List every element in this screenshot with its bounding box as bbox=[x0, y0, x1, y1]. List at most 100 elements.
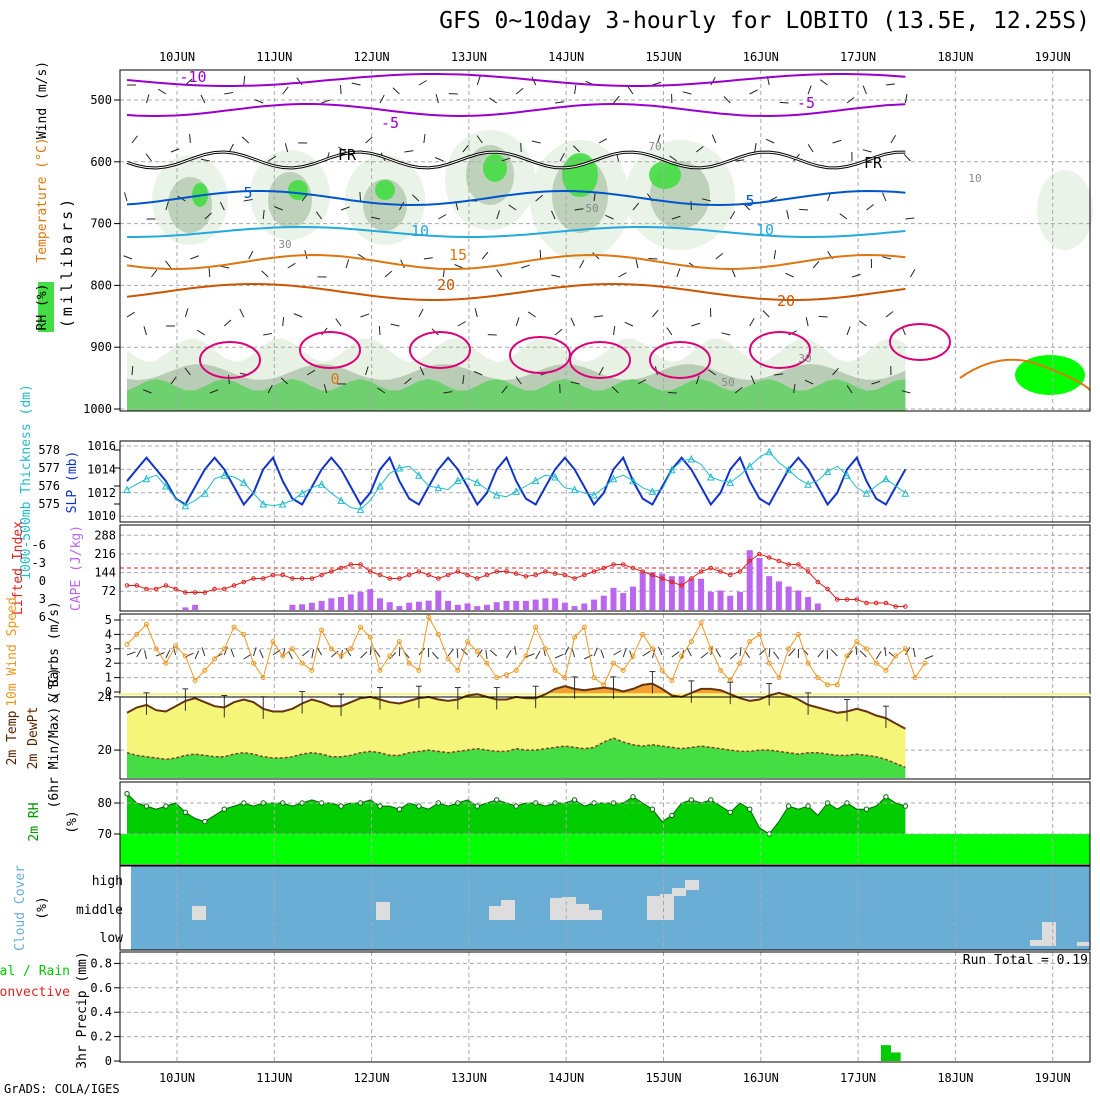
upper-wind-barb bbox=[804, 379, 814, 385]
surface-wind-barb bbox=[485, 650, 488, 660]
wind-speed-point bbox=[153, 646, 159, 652]
upper-wind-barb bbox=[819, 79, 828, 86]
cloud-block bbox=[489, 906, 503, 920]
lifted-index-series bbox=[127, 553, 906, 607]
wind-speed-point bbox=[640, 631, 646, 637]
surface-wind-barb bbox=[201, 647, 206, 657]
thickness-point bbox=[726, 478, 735, 486]
isotherm-label: FR bbox=[338, 146, 357, 164]
upper-wind-barb bbox=[574, 208, 584, 211]
thickness-tick-label: 575 bbox=[38, 497, 60, 511]
wind-speed-point bbox=[328, 646, 334, 652]
upper-wind-barb bbox=[750, 375, 756, 385]
upper-wind-barb bbox=[379, 94, 385, 104]
wind-speed-point bbox=[805, 660, 811, 666]
wind-speed-point bbox=[659, 667, 665, 673]
wind-speed-point bbox=[591, 675, 597, 681]
upper-wind-barb bbox=[345, 259, 350, 269]
thickness-point bbox=[823, 467, 832, 476]
upper-wind-barb bbox=[676, 268, 681, 278]
panel-temp-frame bbox=[119, 696, 1091, 780]
upper-wind-barb bbox=[762, 310, 770, 318]
surface-wind-barb bbox=[194, 650, 200, 660]
cape-bar bbox=[503, 600, 510, 610]
cape-bar bbox=[668, 576, 675, 610]
upper-wind-barb bbox=[613, 95, 620, 104]
lifted-index-point bbox=[406, 572, 412, 578]
upper-wind-barb bbox=[165, 260, 172, 269]
cape-bar bbox=[299, 604, 306, 610]
upper-wind-barb bbox=[785, 272, 794, 278]
wind-barbs-axis-label: & Barbs (m/s) bbox=[47, 601, 62, 703]
rh2m-axis-label: 2m RH bbox=[27, 802, 42, 841]
upper-wind-barb bbox=[434, 157, 444, 162]
upper-wind-barb bbox=[613, 326, 616, 336]
upper-wind-barb bbox=[866, 204, 874, 211]
pressure-tick-label: 500 bbox=[90, 93, 112, 107]
upper-wind-barb bbox=[605, 214, 614, 220]
thickness-point bbox=[492, 490, 501, 499]
upper-wind-barb bbox=[652, 81, 662, 86]
upper-wind-barb bbox=[142, 389, 152, 394]
time-label-bottom: 12JUN bbox=[354, 1071, 390, 1085]
upper-wind-barb bbox=[360, 313, 370, 318]
lifted-index-point bbox=[455, 569, 461, 574]
surface-wind-barb bbox=[316, 646, 323, 656]
lifted-index-point bbox=[144, 586, 149, 592]
upper-wind-barb bbox=[669, 155, 678, 162]
upper-wind-barb bbox=[293, 313, 303, 318]
lifted-index-point bbox=[251, 576, 256, 581]
thickness-point bbox=[531, 476, 540, 485]
lifted-index-point bbox=[397, 576, 402, 581]
pressure-axis-label: (millibars) bbox=[58, 196, 76, 328]
cape-bar bbox=[289, 604, 296, 610]
wind-speed-point bbox=[124, 641, 130, 647]
surface-wind-barb bbox=[657, 646, 663, 656]
upper-wind-barb bbox=[572, 145, 580, 153]
thickness-point bbox=[298, 489, 306, 497]
wind-speed-point bbox=[358, 624, 364, 630]
lifted-index-point bbox=[757, 551, 762, 557]
lifted-index-point bbox=[329, 569, 334, 574]
rh-point bbox=[902, 803, 909, 809]
time-label-bottom: 14JUN bbox=[548, 1071, 584, 1085]
thickness-point bbox=[395, 463, 404, 472]
thickness-axis-label: 1000-500mb Thickness (dm) bbox=[19, 384, 34, 580]
lifted-index-point bbox=[513, 571, 519, 576]
thickness-point bbox=[901, 489, 910, 497]
lifted-index-point bbox=[864, 600, 869, 606]
time-label-bottom: 13JUN bbox=[451, 1071, 487, 1085]
thickness-point bbox=[434, 483, 443, 492]
wind-speed-point bbox=[688, 639, 694, 645]
upper-wind-barb bbox=[462, 375, 465, 385]
lifted-index-point bbox=[280, 572, 285, 578]
upper-wind-barb bbox=[593, 315, 604, 318]
cape-bar bbox=[775, 581, 782, 610]
rh-point bbox=[221, 806, 228, 812]
wind-speed-point bbox=[698, 620, 704, 626]
surface-wind-barb bbox=[859, 650, 867, 658]
temp-axis-label: 2m Temp bbox=[5, 710, 20, 765]
slp-axis-label: SLP (mb) bbox=[65, 451, 80, 514]
lifted-index-point bbox=[689, 576, 694, 581]
upper-wind-barb bbox=[190, 255, 199, 260]
wind-speed-point bbox=[231, 624, 237, 630]
thickness-point bbox=[687, 454, 696, 463]
upper-wind-barb bbox=[454, 264, 464, 269]
wind-speed-point bbox=[649, 646, 655, 652]
wind-tick-label: 1 bbox=[105, 671, 112, 685]
upper-wind-barb bbox=[131, 365, 134, 376]
upper-wind-barb bbox=[287, 262, 296, 269]
upper-wind-barb bbox=[377, 387, 386, 394]
lifted-index-point bbox=[387, 576, 393, 581]
cape-bar bbox=[795, 590, 802, 610]
slp-tick-label: 1012 bbox=[87, 486, 116, 500]
upper-wind-barb bbox=[306, 369, 316, 376]
upper-wind-barb bbox=[170, 376, 177, 385]
upper-wind-barb bbox=[846, 326, 851, 336]
upper-wind-barb bbox=[418, 308, 424, 318]
rh-point bbox=[416, 803, 422, 809]
surface-wind-barb bbox=[230, 648, 235, 658]
isotherm-label: -5 bbox=[381, 114, 399, 132]
upper-wind-barb bbox=[412, 194, 420, 202]
